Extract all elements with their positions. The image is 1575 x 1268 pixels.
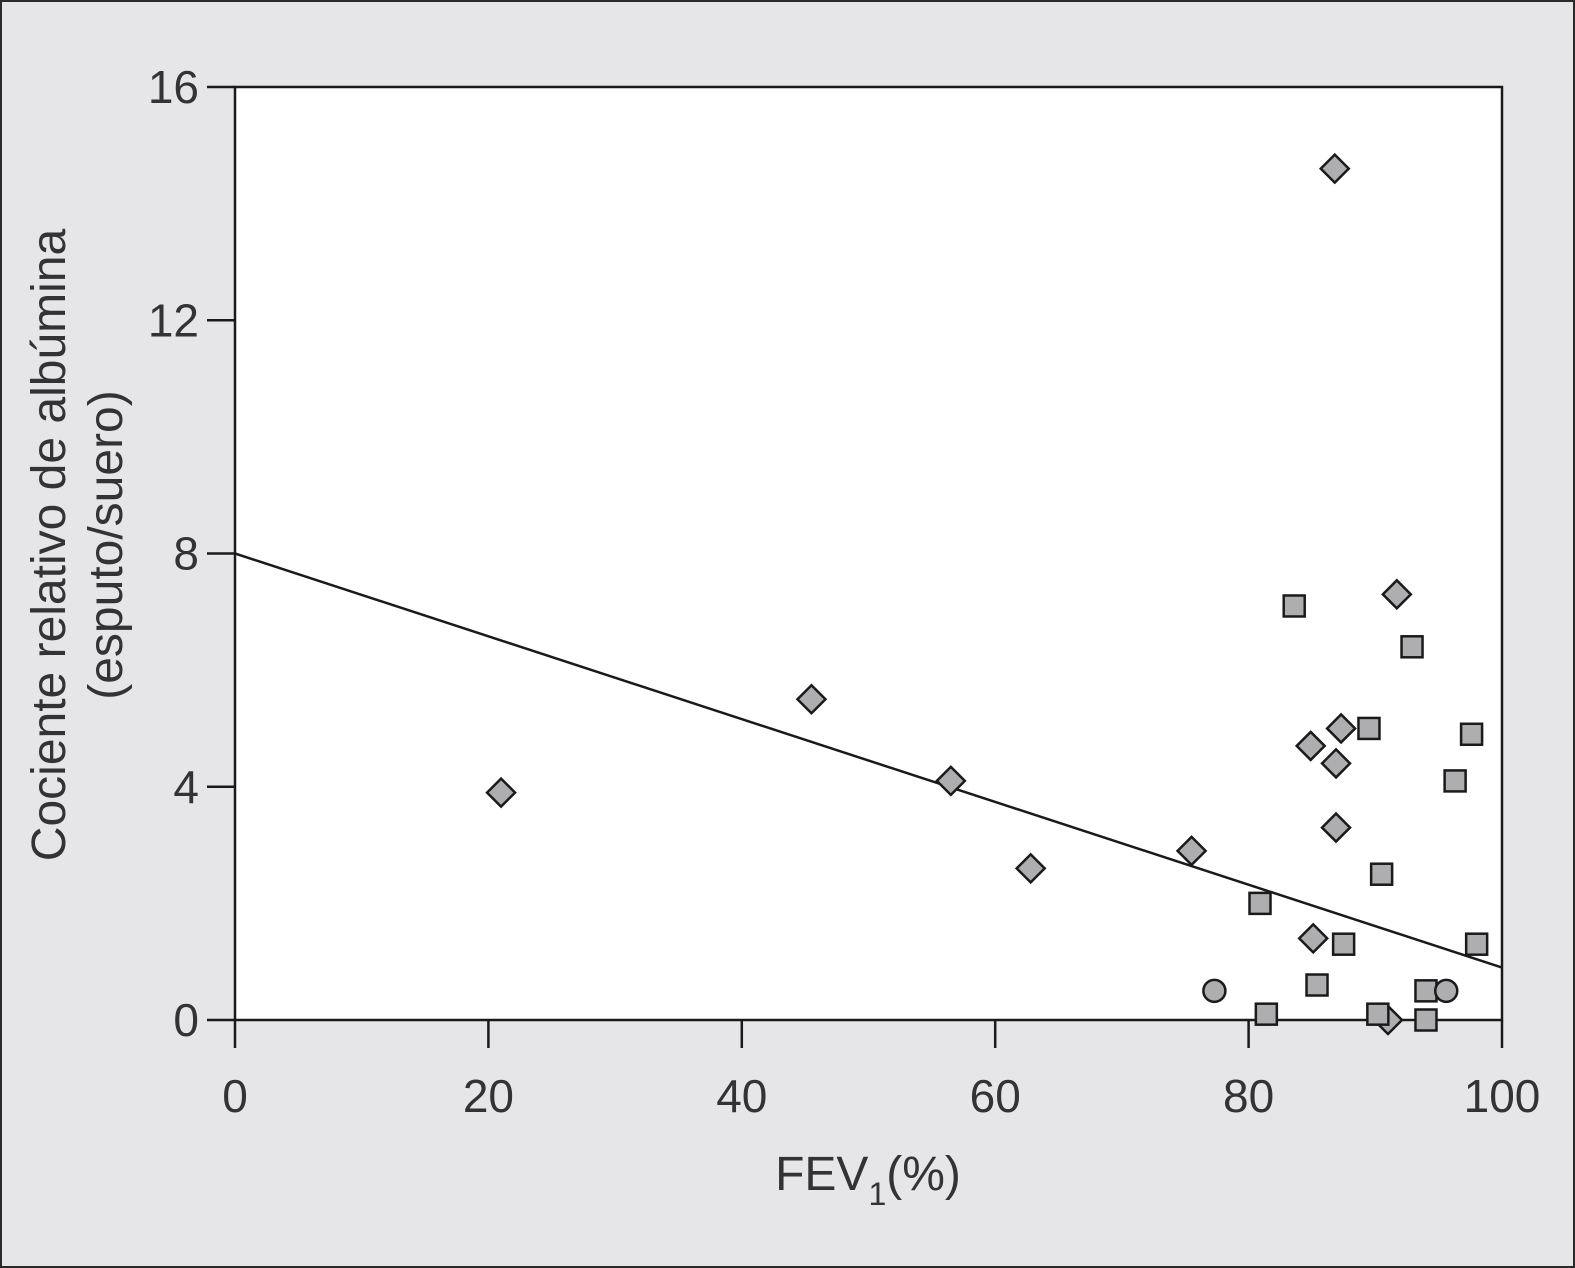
square-point xyxy=(1331,932,1356,956)
diamond-point xyxy=(1320,811,1352,844)
diamond-point xyxy=(1175,835,1208,867)
square-point xyxy=(1459,722,1484,747)
fit-line-group xyxy=(234,552,1503,969)
square-point xyxy=(1443,769,1467,793)
diamond-point xyxy=(1294,730,1327,762)
square-point xyxy=(1282,594,1306,618)
square-point xyxy=(1357,716,1381,741)
square-point xyxy=(1366,1002,1390,1026)
diamond-point xyxy=(935,765,967,797)
y-tick-label: 16 xyxy=(148,61,199,113)
y-tick-label: 4 xyxy=(173,761,199,813)
y-axis-title-line1: Cociente relativo de albúmina xyxy=(23,229,76,862)
square-point xyxy=(1254,1002,1279,1026)
diamond-point xyxy=(1014,852,1047,885)
square-point xyxy=(1414,1008,1438,1032)
square-point xyxy=(1248,891,1272,916)
square-point xyxy=(1414,979,1438,1003)
square-point xyxy=(1305,973,1329,997)
diamond-point xyxy=(1320,747,1352,780)
diamond-point xyxy=(1297,922,1329,955)
diamond-point xyxy=(485,776,517,809)
x-tick-label: 0 xyxy=(222,1070,248,1122)
circle-point xyxy=(1202,978,1227,1004)
y-tick-label: 0 xyxy=(173,994,199,1046)
diamond-point xyxy=(795,683,828,716)
y-tick-label: 8 xyxy=(173,528,199,580)
x-tick-label: 40 xyxy=(716,1070,767,1122)
axes: 0 20 40 60 80 100 0 4 8 12 16 xyxy=(148,61,1541,1122)
regression-line xyxy=(234,552,1503,969)
circle-point xyxy=(1434,978,1459,1004)
diamond-point xyxy=(1325,712,1357,745)
diamond-point xyxy=(1381,578,1413,611)
x-axis-title: FEV1(%) xyxy=(775,1148,961,1212)
y-tick-label: 12 xyxy=(148,294,199,346)
plot-area xyxy=(233,85,1504,1022)
square-point xyxy=(1400,635,1424,659)
x-axis-title-subscript: 1 xyxy=(868,1176,886,1212)
square-point xyxy=(1369,862,1394,886)
x-tick-label: 20 xyxy=(463,1070,514,1122)
x-tick-label: 60 xyxy=(970,1070,1021,1122)
x-axis-title-main: FEV xyxy=(775,1148,868,1201)
square-point xyxy=(1464,932,1489,956)
data-points xyxy=(485,152,1489,1036)
x-tick-label: 80 xyxy=(1223,1070,1274,1122)
y-axis-title-line2: (esputo/suero) xyxy=(80,390,133,700)
x-axis-title-suffix: (%) xyxy=(886,1148,961,1201)
diamond-point xyxy=(1318,152,1351,185)
x-tick-label: 100 xyxy=(1464,1070,1541,1122)
